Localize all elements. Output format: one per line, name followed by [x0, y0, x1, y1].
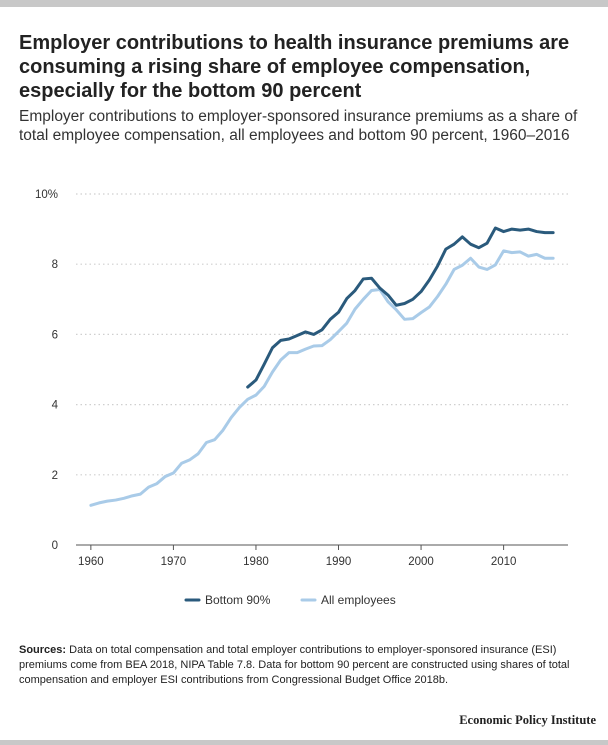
x-tick-label: 1990	[326, 556, 352, 568]
chart-title: Employer contributions to health insuran…	[19, 32, 570, 102]
sources-text: Data on total compensation and total emp…	[19, 644, 570, 686]
y-tick-label: 8	[52, 259, 58, 271]
legend-item-all-employees: All employees	[300, 593, 396, 607]
top-border	[0, 0, 608, 7]
x-tick-label: 1960	[78, 556, 104, 568]
y-tick-label: 6	[52, 329, 58, 341]
x-tick-label: 1980	[243, 556, 269, 568]
x-tick-label: 2000	[408, 556, 434, 568]
gridlines	[76, 193, 568, 476]
series-line-all-employees	[89, 249, 555, 507]
chart-subtitle: Employer contributions to employer-spons…	[19, 108, 578, 144]
line-chart: 0 2 4 6 8 10% 1960 1970 1980 1990 2000 2010 Bottom…	[35, 189, 568, 607]
legend-label: Bottom 90%	[205, 593, 271, 607]
series-lines	[89, 226, 555, 507]
y-tick-label: 2	[52, 470, 58, 482]
legend: Bottom 90% All employees	[184, 593, 396, 607]
bottom-border	[0, 740, 608, 745]
x-axis: 1960 1970 1980 1990 2000 2010	[76, 544, 568, 568]
y-tick-label: 0	[52, 540, 58, 552]
y-axis: 0 2 4 6 8 10%	[35, 189, 59, 552]
brand-logo: Economic Policy Institute	[459, 713, 596, 727]
sources-label: Sources:	[19, 644, 67, 656]
legend-label: All employees	[321, 593, 396, 607]
x-tick-label: 1970	[161, 556, 187, 568]
series-line-bottom-90	[246, 226, 555, 389]
y-tick-label: 4	[52, 400, 59, 412]
sources-note: Sources: Data on total compensation and …	[19, 643, 594, 688]
y-tick-label: 10%	[35, 189, 58, 201]
x-tick-label: 2010	[491, 556, 517, 568]
legend-item-bottom-90: Bottom 90%	[184, 593, 271, 607]
